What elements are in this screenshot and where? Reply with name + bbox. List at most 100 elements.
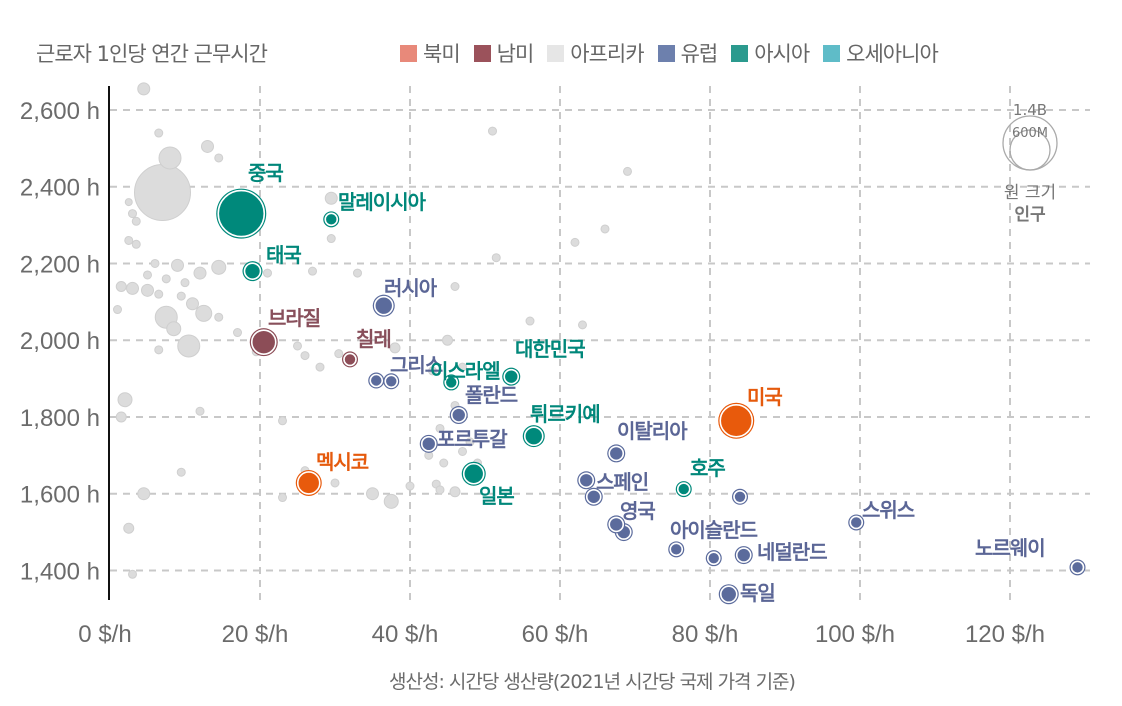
data-point[interactable]	[405, 481, 415, 491]
data-point[interactable]	[600, 224, 610, 234]
data-point[interactable]	[141, 283, 154, 297]
data-point[interactable]	[134, 163, 191, 221]
data-point[interactable]	[442, 334, 453, 346]
country-label: 대한민국	[515, 337, 585, 361]
data-point[interactable]	[458, 446, 467, 456]
data-point[interactable]	[176, 467, 186, 477]
data-point[interactable]	[308, 266, 317, 276]
x-tick-label: 80 $/h	[672, 621, 739, 648]
data-point[interactable]	[115, 281, 127, 293]
data-point[interactable]	[137, 487, 151, 501]
data-point[interactable]	[123, 522, 135, 534]
y-tick-label: 1,600 h	[20, 482, 100, 509]
data-point[interactable]	[177, 334, 201, 358]
data-point-ring	[585, 488, 602, 505]
data-point[interactable]	[461, 461, 486, 486]
legend-item[interactable]: 아프리카	[547, 38, 645, 68]
data-point[interactable]	[449, 486, 461, 498]
data-point[interactable]	[233, 328, 242, 338]
data-point[interactable]	[334, 349, 344, 359]
data-point[interactable]	[578, 320, 587, 330]
data-point[interactable]	[522, 425, 545, 448]
data-point[interactable]	[295, 469, 322, 496]
data-point[interactable]	[131, 239, 141, 249]
y-tick-label: 2,200 h	[20, 251, 100, 278]
data-point[interactable]	[131, 216, 141, 226]
data-point[interactable]	[128, 209, 137, 219]
data-point[interactable]	[488, 126, 497, 136]
data-point[interactable]	[143, 270, 152, 280]
data-point[interactable]	[166, 321, 182, 337]
legend-item[interactable]: 남미	[473, 38, 534, 68]
data-point[interactable]	[383, 493, 399, 509]
legend-item[interactable]: 아시아	[731, 38, 810, 68]
data-point[interactable]	[128, 569, 137, 579]
data-point[interactable]	[278, 493, 287, 503]
size-legend-circle-small	[1009, 129, 1051, 171]
data-point[interactable]	[154, 128, 164, 138]
data-point[interactable]	[211, 259, 227, 275]
data-point[interactable]	[150, 258, 160, 268]
legend-item[interactable]: 오세아니아	[823, 38, 939, 68]
data-point[interactable]	[124, 198, 133, 207]
data-point[interactable]	[718, 584, 739, 605]
data-point[interactable]	[330, 478, 340, 488]
data-point[interactable]	[126, 281, 139, 295]
data-point[interactable]	[366, 487, 379, 501]
data-point[interactable]	[389, 342, 401, 354]
data-point[interactable]	[171, 258, 184, 272]
data-point[interactable]	[214, 312, 224, 322]
data-point[interactable]	[113, 305, 122, 315]
data-point[interactable]	[137, 82, 151, 96]
data-point[interactable]	[324, 191, 338, 205]
data-point[interactable]	[161, 274, 171, 284]
data-point[interactable]	[570, 237, 580, 247]
data-point[interactable]	[491, 253, 501, 263]
data-point[interactable]	[353, 268, 362, 278]
data-point[interactable]	[435, 423, 445, 433]
data-point[interactable]	[154, 345, 164, 355]
data-point[interactable]	[186, 297, 199, 311]
data-point-ring	[578, 472, 595, 489]
data-point[interactable]	[326, 234, 336, 244]
legend-item[interactable]: 북미	[400, 38, 461, 68]
data-point[interactable]	[195, 304, 213, 322]
data-point[interactable]	[193, 266, 207, 280]
data-point[interactable]	[315, 362, 325, 372]
data-point[interactable]	[242, 261, 263, 282]
data-point[interactable]	[214, 153, 224, 163]
data-point[interactable]	[300, 351, 310, 361]
data-point[interactable]	[718, 402, 755, 439]
data-point[interactable]	[525, 316, 535, 326]
data-point[interactable]	[435, 485, 445, 495]
data-point[interactable]	[249, 328, 278, 357]
data-point[interactable]	[293, 341, 302, 351]
data-point[interactable]	[180, 278, 190, 288]
data-point[interactable]	[201, 139, 214, 153]
data-point[interactable]	[623, 166, 632, 176]
data-point[interactable]	[117, 392, 133, 408]
country-label: 아이슬란드	[670, 518, 758, 542]
country-label: 미국	[747, 385, 782, 409]
data-point[interactable]	[372, 294, 395, 317]
data-point[interactable]	[428, 366, 437, 376]
data-point[interactable]	[450, 282, 460, 292]
data-point[interactable]	[439, 458, 449, 468]
country-label: 칠레	[356, 327, 391, 351]
data-point[interactable]	[154, 289, 164, 299]
data-point[interactable]	[263, 268, 272, 278]
data-point[interactable]	[124, 235, 134, 245]
data-point[interactable]	[216, 188, 267, 239]
data-point[interactable]	[458, 362, 467, 372]
data-point-ring	[849, 515, 864, 530]
data-point[interactable]	[176, 291, 186, 301]
data-point-ring	[373, 295, 394, 316]
data-point[interactable]	[158, 146, 182, 170]
highlighted-points	[216, 188, 1086, 605]
data-point[interactable]	[115, 411, 127, 423]
data-point[interactable]	[465, 437, 475, 447]
data-point[interactable]	[195, 406, 205, 416]
data-point[interactable]	[278, 416, 287, 426]
legend-item[interactable]: 유럽	[657, 38, 718, 68]
